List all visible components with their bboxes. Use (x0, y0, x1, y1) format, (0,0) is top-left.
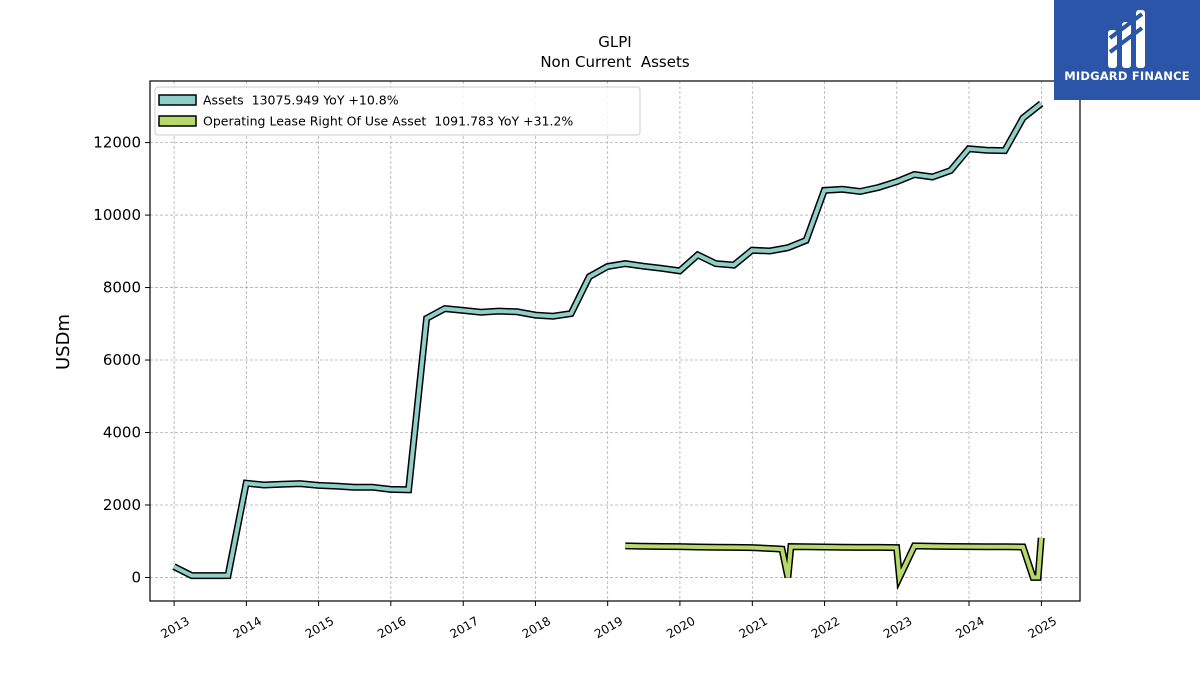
series-layer (172, 100, 1045, 591)
legend-entry-label: Assets 13075.949 YoY +10.8% (203, 93, 399, 108)
y-tick-label: 10000 (93, 206, 141, 224)
midgard-logo-icon (1108, 10, 1145, 68)
grid (150, 81, 1080, 601)
x-axis-ticks: 2013 2014 2015 2016 2017 2018 2019 2020 2021 2022… (158, 601, 1059, 641)
x-tick-label: 2018 (520, 614, 553, 641)
y-tick-label: 0 (131, 568, 141, 586)
legend-swatch (158, 94, 197, 106)
plot-frame (149, 80, 1081, 602)
x-tick-label: 2019 (592, 614, 625, 641)
brand-logo: MIDGARD FINANCE (1054, 0, 1200, 100)
y-tick-label: 4000 (103, 423, 141, 441)
y-axis-label: USDm (53, 314, 74, 370)
x-tick-label: 2021 (737, 614, 770, 641)
legend-swatch (158, 115, 197, 127)
x-tick-label: 2023 (881, 614, 914, 641)
series-line (173, 102, 1043, 578)
chart-subtitle-text: Non Current Assets (540, 53, 690, 71)
series-line (625, 537, 1044, 585)
x-tick-label: 2017 (448, 614, 481, 641)
x-tick-label: 2015 (303, 614, 336, 641)
y-tick-label: 12000 (93, 134, 141, 152)
legend: Assets 13075.949 YoY +10.8% Operating Lea… (154, 86, 641, 136)
x-tick-label: 2020 (664, 614, 697, 641)
chart-title: GLPI Non Current Assets (540, 33, 690, 71)
x-tick-label: 2013 (158, 614, 191, 641)
legend-box (154, 86, 641, 136)
y-tick-label: 6000 (103, 351, 141, 369)
x-tick-label: 2014 (231, 614, 264, 641)
series-assets (172, 100, 1044, 580)
series-operating-lease-right-of-use-asset (625, 537, 1045, 591)
series-line-outline (625, 537, 1045, 591)
x-tick-label: 2016 (375, 614, 408, 641)
chart-title-text: GLPI (598, 33, 631, 51)
brand-name: MIDGARD FINANCE (1064, 69, 1190, 83)
y-tick-label: 8000 (103, 279, 141, 297)
y-tick-label: 2000 (103, 496, 141, 514)
x-tick-label: 2024 (953, 614, 986, 641)
y-axis-ticks: 0 2000 4000 6000 8000 10000 12000 (93, 134, 150, 586)
x-tick-label: 2025 (1026, 614, 1059, 641)
legend-entry-label: Operating Lease Right Of Use Asset 1091.… (203, 114, 573, 129)
x-tick-label: 2022 (809, 614, 842, 641)
